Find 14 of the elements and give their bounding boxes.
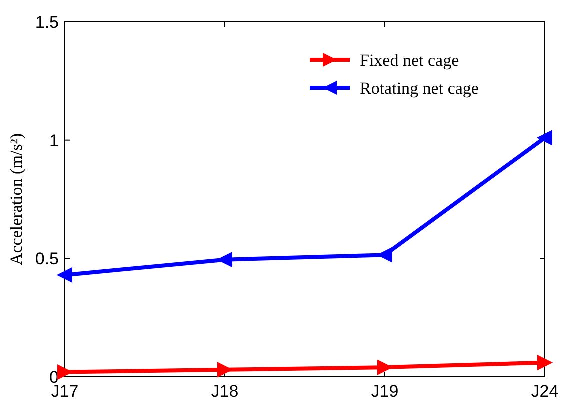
point [58, 268, 72, 283]
x-tick-label: J24 [531, 382, 559, 401]
point [538, 355, 552, 370]
x-tick-label: J17 [51, 382, 79, 401]
x-tick-label: J19 [371, 382, 399, 401]
y-axis-title: Acceleration (m/s²) [7, 133, 26, 266]
legend-label: Fixed net cage [360, 50, 460, 70]
y-tick-label: 1 [50, 131, 59, 150]
point [538, 130, 552, 146]
y-tick-label: 0.5 [35, 250, 59, 269]
point [218, 252, 232, 268]
legend-label: Rotating net cage [360, 78, 479, 98]
x-tick-label: J18 [211, 382, 239, 401]
y-tick-label: 1.5 [35, 12, 59, 32]
